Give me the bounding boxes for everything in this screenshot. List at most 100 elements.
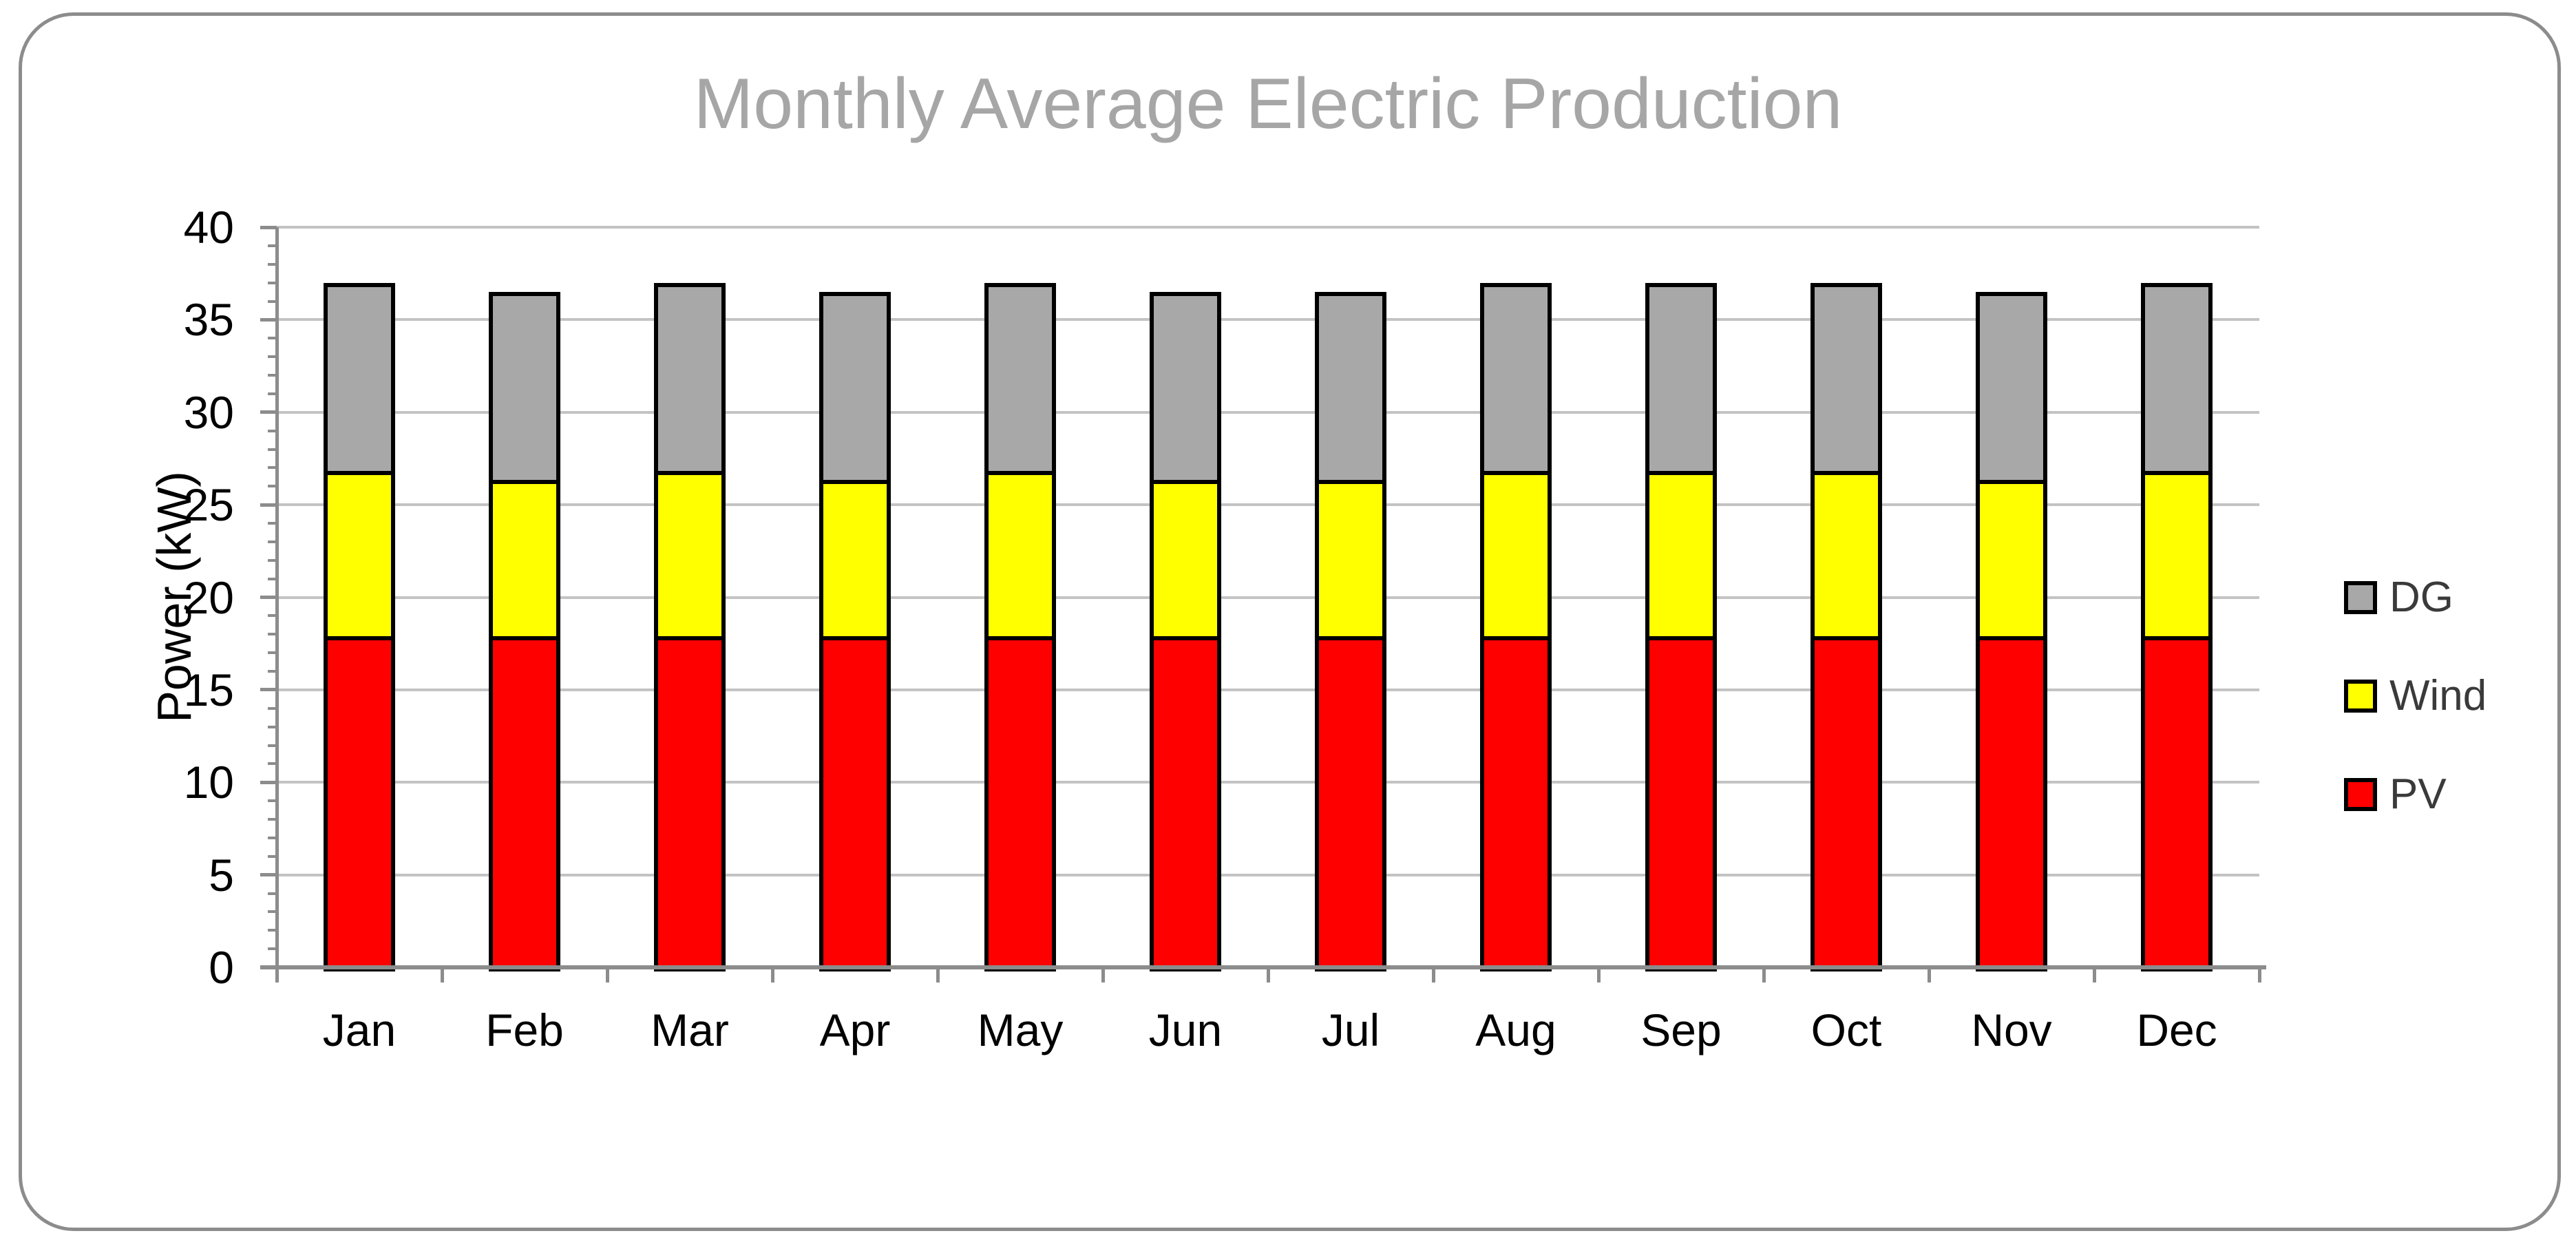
y-major-tick — [260, 317, 277, 322]
y-minor-tick — [268, 540, 277, 543]
y-minor-tick — [268, 762, 277, 766]
y-major-tick — [260, 965, 277, 969]
y-minor-tick — [268, 392, 277, 395]
y-minor-tick — [268, 910, 277, 914]
legend-label-dg: DG — [2389, 574, 2453, 621]
y-minor-tick — [268, 947, 277, 951]
x-tick — [440, 967, 444, 982]
x-tick — [1596, 967, 1601, 982]
bar-jan — [324, 282, 395, 971]
legend-item-wind: Wind — [2344, 675, 2487, 717]
gridline-15 — [277, 688, 2259, 691]
y-major-tick — [260, 225, 277, 229]
x-axis-line — [260, 965, 2266, 969]
y-minor-tick — [268, 558, 277, 562]
bar-aug — [1480, 282, 1552, 971]
x-tick — [605, 967, 609, 982]
plot-area — [260, 225, 2266, 982]
y-tick-label-10: 10 — [183, 757, 234, 808]
bar-segment-dg — [1649, 286, 1713, 471]
bar-segment-wind — [1815, 470, 1878, 637]
bar-segment-pv — [1815, 636, 1878, 967]
bar-segment-pv — [658, 636, 721, 967]
bar-segment-wind — [1484, 470, 1548, 637]
y-minor-tick — [268, 854, 277, 858]
bar-segment-wind — [1154, 480, 1217, 637]
legend-item-dg: DG — [2344, 574, 2487, 621]
bar-jun — [1150, 292, 1221, 971]
legend-label-pv: PV — [2389, 770, 2447, 818]
bar-segment-dg — [1484, 286, 1548, 471]
bar-feb — [489, 292, 560, 971]
bar-segment-pv — [989, 636, 1052, 967]
y-minor-tick — [268, 670, 277, 673]
x-tick — [1266, 967, 1270, 982]
bar-segment-wind — [1319, 480, 1382, 637]
x-tick — [275, 967, 279, 982]
bar-segment-wind — [658, 470, 721, 637]
bar-segment-pv — [1319, 636, 1382, 967]
y-tick-label-0: 0 — [209, 942, 234, 993]
y-tick-label-25: 25 — [183, 479, 234, 531]
legend-swatch-wind — [2344, 680, 2377, 713]
bar-apr — [819, 292, 891, 971]
x-category-label-oct: Oct — [1810, 1005, 1882, 1055]
x-tick — [1431, 967, 1435, 982]
y-minor-tick — [268, 262, 277, 266]
bar-segment-pv — [1980, 636, 2043, 967]
bar-segment-pv — [1484, 636, 1548, 967]
y-minor-tick — [268, 522, 277, 525]
legend-label-wind: Wind — [2389, 672, 2487, 719]
y-minor-tick — [268, 577, 277, 580]
y-tick-label-35: 35 — [183, 294, 234, 346]
x-tick — [2092, 967, 2096, 982]
y-major-tick — [260, 780, 277, 784]
y-minor-tick — [268, 744, 277, 747]
y-tick-label-15: 15 — [183, 664, 234, 715]
y-minor-tick — [268, 614, 277, 618]
bar-sep — [1645, 282, 1717, 971]
y-minor-tick — [268, 355, 277, 359]
y-minor-tick — [268, 818, 277, 821]
x-category-label-dec: Dec — [2136, 1005, 2217, 1055]
bar-segment-pv — [1154, 636, 1217, 967]
x-category-label-sep: Sep — [1640, 1005, 1722, 1055]
gridline-35 — [277, 318, 2259, 322]
y-minor-tick — [268, 485, 277, 488]
x-tick — [1927, 967, 1931, 982]
legend: DG Wind PV — [2344, 574, 2487, 872]
bar-segment-dg — [2145, 286, 2208, 471]
bar-segment-wind — [989, 470, 1052, 637]
x-category-label-jan: Jan — [322, 1005, 397, 1055]
x-category-label-jul: Jul — [1321, 1005, 1380, 1055]
bar-nov — [1976, 292, 2047, 971]
y-minor-tick — [268, 799, 277, 803]
gridline-5 — [277, 873, 2259, 876]
y-tick-label-20: 20 — [183, 571, 234, 623]
bar-oct — [1810, 282, 1882, 971]
gridline-30 — [277, 410, 2259, 414]
bar-segment-pv — [493, 636, 556, 967]
bar-segment-pv — [2145, 636, 2208, 967]
y-minor-tick — [268, 633, 277, 636]
x-category-label-mar: Mar — [651, 1005, 729, 1055]
bar-may — [984, 282, 1056, 971]
bar-segment-pv — [1649, 636, 1713, 967]
bar-segment-wind — [493, 480, 556, 637]
y-minor-tick — [268, 725, 277, 728]
x-category-label-apr: Apr — [819, 1005, 891, 1055]
y-minor-tick — [268, 374, 277, 377]
x-tick — [1762, 967, 1766, 982]
x-category-label-nov: Nov — [1971, 1005, 2052, 1055]
y-tick-label-5: 5 — [209, 849, 234, 901]
y-axis-line — [275, 227, 279, 982]
bar-segment-dg — [658, 286, 721, 471]
x-tick — [1101, 967, 1105, 982]
gridline-40 — [277, 226, 2259, 229]
bar-dec — [2141, 282, 2213, 971]
gridline-25 — [277, 503, 2259, 507]
x-category-label-aug: Aug — [1475, 1005, 1556, 1055]
y-major-tick — [260, 503, 277, 507]
x-tick — [2257, 967, 2261, 982]
